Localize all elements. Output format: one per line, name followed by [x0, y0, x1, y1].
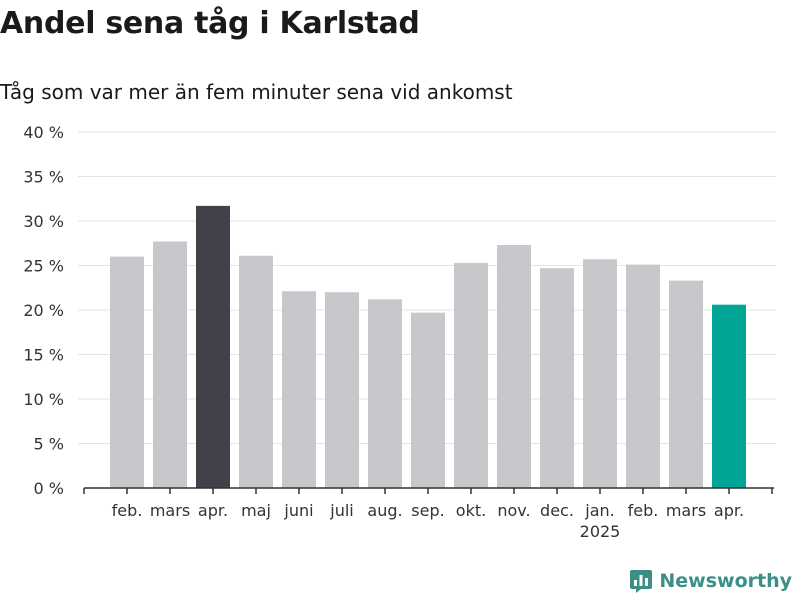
- y-tick-label: 5 %: [34, 435, 64, 454]
- bar-chart: 0 % 5 % 10 % 15 % 20 % 25 % 30 % 35 % 40 % feb. ma…: [23, 123, 776, 541]
- bar: [626, 264, 660, 488]
- x-tick-label: mars: [666, 501, 706, 520]
- x-tick-label: juli: [329, 501, 353, 520]
- x-tick-label: sep.: [411, 501, 444, 520]
- x-tick-label: nov.: [497, 501, 530, 520]
- x-tick-label: juni: [283, 501, 313, 520]
- y-tick-label: 40 %: [23, 123, 64, 142]
- x-tick-label: jan.: [584, 501, 614, 520]
- bar: [282, 291, 316, 488]
- bar: [110, 256, 144, 488]
- x-tick-label: mars: [150, 501, 190, 520]
- x-tick-label: feb.: [112, 501, 143, 520]
- x-tick-label: aug.: [367, 501, 402, 520]
- brand-name: Newsworthy: [659, 570, 792, 592]
- bar: [239, 255, 273, 488]
- y-tick-label: 0 %: [34, 479, 64, 498]
- y-tick-label: 10 %: [23, 390, 64, 409]
- x-tick-label: dec.: [540, 501, 574, 520]
- bar: [712, 304, 746, 488]
- chart-title: Andel sena tåg i Karlstad: [0, 6, 420, 41]
- bar: [196, 205, 230, 488]
- bar: [153, 241, 187, 488]
- brand-logo: Newsworthy: [629, 568, 792, 594]
- bar: [540, 268, 574, 488]
- bar: [497, 245, 531, 488]
- x-tick-label: apr.: [714, 501, 744, 520]
- x-tick-label: apr.: [198, 501, 228, 520]
- y-tick-label: 20 %: [23, 301, 64, 320]
- y-tick-label: 15 %: [23, 346, 64, 365]
- bar-chart-logo-icon: [630, 570, 653, 593]
- x-tick-label: feb.: [628, 501, 659, 520]
- bar: [583, 259, 617, 488]
- x-tick-label: okt.: [456, 501, 486, 520]
- y-tick-label: 35 %: [23, 168, 64, 187]
- x-tick-label: maj: [241, 501, 271, 520]
- bar: [454, 262, 488, 488]
- bar: [325, 292, 359, 488]
- bar: [411, 312, 445, 488]
- y-tick-label: 25 %: [23, 257, 64, 276]
- bar: [669, 280, 703, 488]
- bar: [368, 299, 402, 488]
- y-tick-label: 30 %: [23, 212, 64, 231]
- x-year-label: 2025: [580, 522, 621, 541]
- chart-subtitle: Tåg som var mer än fem minuter sena vid …: [0, 80, 513, 104]
